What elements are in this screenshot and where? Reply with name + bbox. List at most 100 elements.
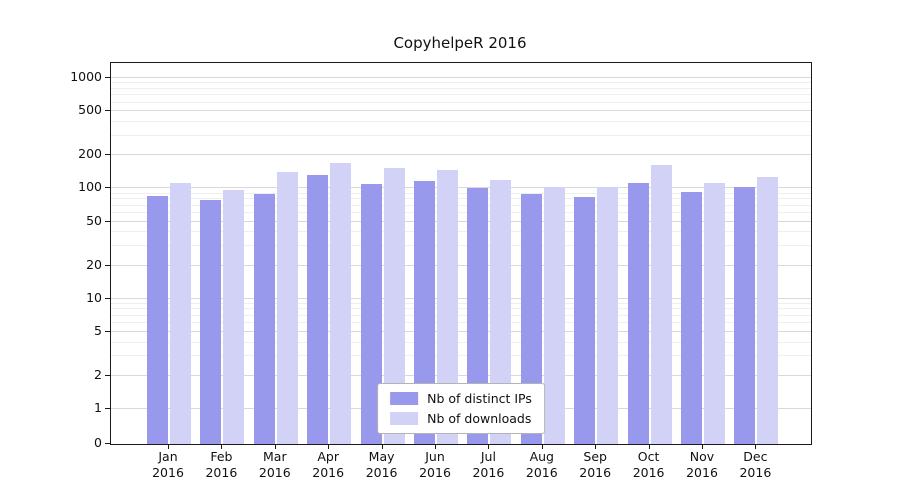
- bar-distinct-ips: [520, 194, 542, 444]
- bar-downloads: [330, 162, 352, 444]
- x-tick-mark: [648, 444, 650, 449]
- minor-gridline: [111, 87, 811, 89]
- minor-gridline: [111, 94, 811, 96]
- legend-swatch-downloads: [390, 412, 419, 425]
- bar-downloads: [704, 183, 725, 444]
- minor-gridline: [111, 355, 811, 357]
- y-tick-label: 1000: [70, 69, 102, 85]
- bar-downloads: [757, 177, 779, 444]
- minor-gridline: [111, 192, 811, 194]
- bar-downloads: [437, 169, 458, 444]
- minor-gridline: [111, 134, 811, 136]
- x-tick-year: 2016: [152, 465, 184, 480]
- x-tick-label: Mar 2016: [243, 449, 307, 481]
- bar-distinct-ips: [574, 197, 596, 444]
- x-tick-year: 2016: [205, 465, 238, 480]
- x-tick-month: Dec: [743, 449, 768, 464]
- x-tick-year: 2016: [312, 465, 345, 480]
- x-tick-month: Mar: [263, 449, 287, 464]
- bar-distinct-ips: [147, 196, 168, 444]
- minor-gridline: [111, 198, 811, 200]
- x-tick-year: 2016: [258, 465, 291, 480]
- y-tick-label: 500: [78, 102, 102, 118]
- minor-gridline: [111, 322, 811, 324]
- y-tick-label: 1: [94, 399, 102, 415]
- bar-distinct-ips: [360, 183, 382, 444]
- chart-title: CopyhelpeR 2016: [393, 34, 527, 52]
- major-gridline: [111, 264, 811, 266]
- x-tick-label: May 2016: [350, 449, 414, 481]
- x-tick-year: 2016: [632, 465, 665, 480]
- x-tick-month: Jan: [158, 449, 178, 464]
- bar-distinct-ips: [414, 180, 435, 444]
- x-tick-month: Sep: [583, 449, 607, 464]
- y-tick-label: 0: [94, 435, 102, 450]
- major-gridline: [111, 154, 811, 156]
- x-tick-label: Jun 2016: [403, 449, 467, 481]
- minor-gridline: [111, 245, 811, 247]
- y-tick-mark: [105, 154, 110, 156]
- legend-item: Nb of distinct IPs: [390, 391, 532, 406]
- y-tick-mark: [105, 407, 110, 409]
- major-gridline: [111, 374, 811, 376]
- x-tick-month: Oct: [637, 449, 660, 464]
- bar-downloads: [170, 182, 191, 444]
- bar-downloads: [543, 186, 565, 444]
- x-tick-mark: [221, 444, 223, 449]
- minor-gridline: [111, 231, 811, 233]
- bar-downloads: [597, 186, 619, 444]
- y-tick-mark: [105, 77, 110, 79]
- legend-item: Nb of downloads: [390, 411, 532, 426]
- x-tick-month: Nov: [689, 449, 715, 464]
- x-tick-mark: [381, 444, 383, 449]
- bar-distinct-ips: [200, 200, 222, 444]
- y-tick-label: 50: [86, 212, 102, 228]
- x-tick-mark: [168, 444, 169, 449]
- major-gridline: [111, 330, 811, 332]
- x-tick-year: 2016: [739, 465, 772, 480]
- x-tick-mark: [702, 444, 703, 449]
- x-tick-year: 2016: [525, 465, 558, 480]
- major-gridline: [111, 220, 811, 222]
- x-tick-label: Jan 2016: [136, 449, 200, 481]
- bar-distinct-ips: [467, 188, 489, 444]
- x-tick-year: 2016: [419, 465, 451, 480]
- y-tick-mark: [105, 330, 110, 332]
- y-tick-mark: [105, 297, 110, 299]
- bar-downloads: [650, 165, 672, 444]
- x-tick-label: Feb 2016: [189, 449, 253, 481]
- plot-area: Nb of distinct IPs Nb of downloads: [110, 62, 812, 445]
- minor-gridline: [111, 302, 811, 304]
- legend-swatch-distinct-ips: [390, 392, 419, 405]
- x-tick-month: May: [368, 449, 395, 464]
- y-tick-mark: [105, 443, 110, 444]
- major-gridline: [111, 187, 811, 189]
- x-tick-month: Jul: [480, 449, 496, 464]
- y-tick-label: 2: [94, 366, 102, 382]
- bar-distinct-ips: [307, 174, 329, 444]
- y-tick-label: 200: [78, 146, 102, 162]
- x-tick-year: 2016: [686, 465, 718, 480]
- legend-label: Nb of downloads: [427, 411, 532, 426]
- legend: Nb of distinct IPs Nb of downloads: [377, 383, 545, 434]
- x-tick-label: Aug 2016: [510, 449, 574, 481]
- x-tick-mark: [541, 444, 543, 449]
- bar-downloads: [383, 168, 405, 444]
- y-tick-mark: [105, 220, 110, 222]
- x-tick-year: 2016: [365, 465, 398, 480]
- x-tick-year: 2016: [472, 465, 505, 480]
- x-tick-mark: [274, 444, 276, 449]
- minor-gridline: [111, 101, 811, 103]
- x-tick-label: Oct 2016: [617, 449, 681, 481]
- x-tick-mark: [595, 444, 597, 449]
- x-tick-label: Jul 2016: [456, 449, 520, 481]
- minor-gridline: [111, 82, 811, 84]
- y-tick-label: 20: [86, 256, 102, 272]
- bar-distinct-ips: [681, 191, 702, 444]
- minor-gridline: [111, 308, 811, 310]
- y-tick-mark: [105, 374, 110, 376]
- x-tick-month: Aug: [529, 449, 554, 464]
- bar-downloads: [223, 190, 245, 444]
- major-gridline: [111, 297, 811, 299]
